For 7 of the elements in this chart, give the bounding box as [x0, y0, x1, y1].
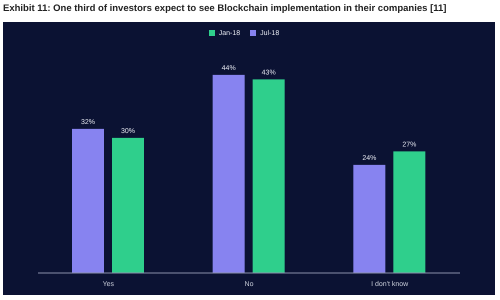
chart-title: Exhibit 11: One third of investors expect to see Blockchain implementation in their companies [11] — [3, 3, 446, 14]
bar — [112, 138, 144, 273]
bar — [393, 151, 426, 273]
bar — [72, 128, 104, 273]
bar — [212, 74, 245, 273]
bar — [353, 164, 386, 273]
bar — [252, 79, 285, 273]
